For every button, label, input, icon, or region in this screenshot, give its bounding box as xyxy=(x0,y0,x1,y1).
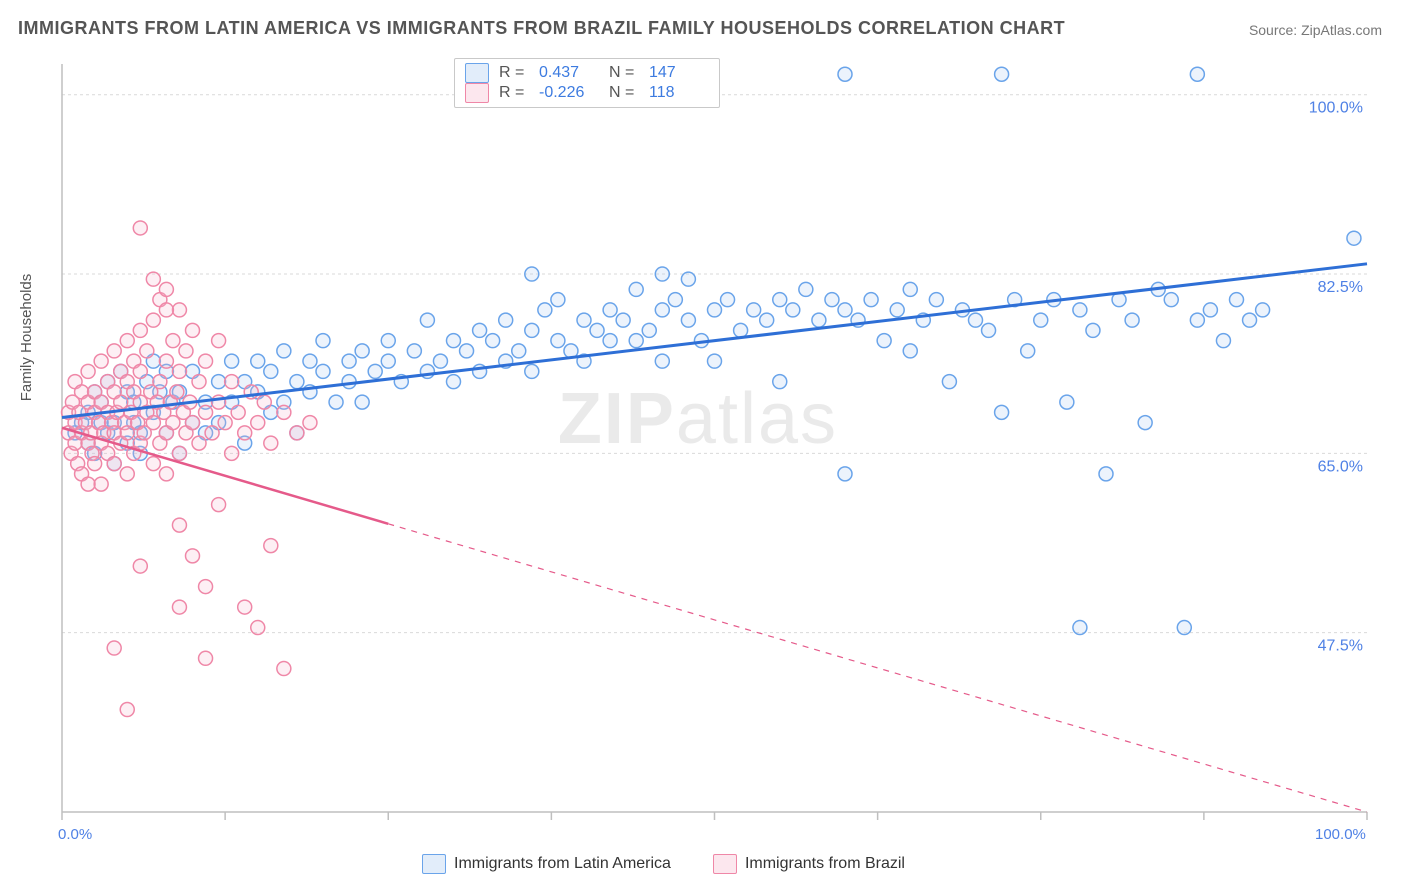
source-prefix: Source: xyxy=(1249,22,1301,38)
legend-item-brazil: Immigrants from Brazil xyxy=(713,854,905,874)
legend-swatch xyxy=(465,63,489,83)
source-attribution: Source: ZipAtlas.com xyxy=(1249,22,1382,38)
legend-item-latam: Immigrants from Latin America xyxy=(422,854,671,874)
series-latam xyxy=(68,67,1361,634)
r-value: 0.437 xyxy=(539,64,599,82)
n-value: 118 xyxy=(649,84,709,102)
r-value: -0.226 xyxy=(539,84,599,102)
r-label: R = xyxy=(499,64,529,82)
y-tick-label: 65.0% xyxy=(1318,458,1363,475)
legend-swatch xyxy=(422,854,446,874)
stats-row-latam: R = 0.437 N = 147 xyxy=(465,63,709,83)
series-legend: Immigrants from Latin America Immigrants … xyxy=(422,854,905,874)
x-axis-max-label: 100.0% xyxy=(1315,826,1366,843)
legend-swatch xyxy=(465,83,489,103)
stats-legend-box: R = 0.437 N = 147 R = -0.226 N = 118 xyxy=(454,58,720,108)
y-tick-label: 100.0% xyxy=(1309,100,1363,117)
chart-title: IMMIGRANTS FROM LATIN AMERICA VS IMMIGRA… xyxy=(18,18,1065,39)
y-tick-label: 47.5% xyxy=(1318,638,1363,655)
chart-container: { "title": "IMMIGRANTS FROM LATIN AMERIC… xyxy=(0,0,1406,892)
series-brazil xyxy=(62,221,317,717)
r-label: R = xyxy=(499,84,529,102)
y-axis-label: Family Households xyxy=(18,238,35,438)
legend-swatch xyxy=(713,854,737,874)
y-tick-label: 82.5% xyxy=(1318,279,1363,296)
legend-label: Immigrants from Brazil xyxy=(745,855,905,873)
x-axis-min-label: 0.0% xyxy=(58,826,92,843)
n-value: 147 xyxy=(649,64,709,82)
scatter-plot: 47.5% 65.0% 82.5% 100.0% xyxy=(48,58,1381,848)
source-link[interactable]: ZipAtlas.com xyxy=(1301,22,1382,38)
n-label: N = xyxy=(609,64,639,82)
legend-label: Immigrants from Latin America xyxy=(454,855,671,873)
n-label: N = xyxy=(609,84,639,102)
stats-row-brazil: R = -0.226 N = 118 xyxy=(465,83,709,103)
